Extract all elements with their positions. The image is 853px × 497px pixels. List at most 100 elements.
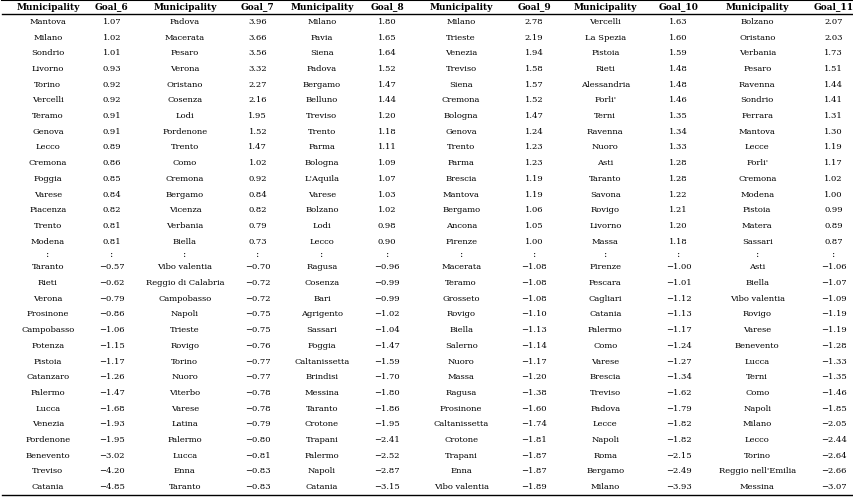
Text: 1.07: 1.07	[102, 18, 121, 26]
Text: Biella: Biella	[745, 279, 769, 287]
Text: −1.26: −1.26	[99, 373, 125, 381]
Text: 1.46: 1.46	[669, 96, 688, 104]
Text: −1.17: −1.17	[520, 357, 547, 366]
Text: L'Aquila: L'Aquila	[305, 175, 339, 183]
Text: Treviso: Treviso	[306, 112, 337, 120]
Text: 0.91: 0.91	[102, 128, 121, 136]
Text: Crotone: Crotone	[305, 420, 339, 428]
Text: Varese: Varese	[34, 190, 61, 198]
Text: Sassari: Sassari	[306, 326, 337, 334]
Text: Crotone: Crotone	[444, 436, 478, 444]
Text: Nuoro: Nuoro	[591, 144, 618, 152]
Text: Milano: Milano	[33, 34, 62, 42]
Text: Venezia: Venezia	[32, 420, 64, 428]
Text: −1.09: −1.09	[820, 295, 845, 303]
Text: Cosenza: Cosenza	[304, 279, 339, 287]
Text: −0.83: −0.83	[245, 468, 270, 476]
Text: 1.09: 1.09	[377, 159, 396, 167]
Text: Milano: Milano	[590, 483, 619, 491]
Text: −1.08: −1.08	[520, 263, 546, 271]
Text: 1.02: 1.02	[248, 159, 267, 167]
Text: Piacenza: Piacenza	[29, 206, 67, 214]
Text: 1.94: 1.94	[524, 49, 543, 57]
Text: Taranto: Taranto	[32, 263, 64, 271]
Text: Cagliari: Cagliari	[588, 295, 621, 303]
Text: −1.17: −1.17	[665, 326, 691, 334]
Text: Como: Como	[744, 389, 769, 397]
Text: Goal_10: Goal_10	[658, 2, 698, 11]
Text: 1.24: 1.24	[524, 128, 543, 136]
Text: −1.13: −1.13	[665, 311, 691, 319]
Text: −0.76: −0.76	[245, 342, 270, 350]
Text: Como: Como	[593, 342, 617, 350]
Text: −2.15: −2.15	[665, 452, 691, 460]
Text: 1.52: 1.52	[377, 65, 396, 73]
Text: −0.86: −0.86	[99, 311, 125, 319]
Text: 1.21: 1.21	[669, 206, 688, 214]
Text: 1.44: 1.44	[823, 81, 842, 88]
Text: 0.81: 0.81	[102, 238, 121, 246]
Text: Verona: Verona	[33, 295, 62, 303]
Text: Enna: Enna	[174, 468, 195, 476]
Text: −1.80: −1.80	[374, 389, 399, 397]
Text: 0.98: 0.98	[377, 222, 396, 230]
Text: Caltanissetta: Caltanissetta	[433, 420, 488, 428]
Text: 1.64: 1.64	[377, 49, 396, 57]
Text: Campobasso: Campobasso	[21, 326, 74, 334]
Text: Forli': Forli'	[746, 159, 768, 167]
Text: 0.90: 0.90	[378, 238, 396, 246]
Text: 1.20: 1.20	[669, 222, 687, 230]
Text: :: :	[459, 250, 462, 259]
Text: −1.01: −1.01	[665, 279, 691, 287]
Text: 1.48: 1.48	[669, 65, 688, 73]
Text: 2.78: 2.78	[525, 18, 543, 26]
Text: 1.35: 1.35	[669, 112, 688, 120]
Text: Lucca: Lucca	[35, 405, 61, 413]
Text: Mantova: Mantova	[738, 128, 775, 136]
Text: Brindisi: Brindisi	[305, 373, 338, 381]
Text: −1.87: −1.87	[520, 452, 547, 460]
Text: Treviso: Treviso	[589, 389, 620, 397]
Text: 1.44: 1.44	[377, 96, 396, 104]
Text: Trento: Trento	[307, 128, 336, 136]
Text: Massa: Massa	[591, 238, 618, 246]
Text: Trento: Trento	[446, 144, 475, 152]
Text: −1.86: −1.86	[374, 405, 399, 413]
Text: Modena: Modena	[31, 238, 65, 246]
Text: 1.95: 1.95	[248, 112, 267, 120]
Text: Roma: Roma	[593, 452, 617, 460]
Text: −1.27: −1.27	[665, 357, 691, 366]
Text: −1.93: −1.93	[99, 420, 125, 428]
Text: −1.12: −1.12	[665, 295, 691, 303]
Text: 1.11: 1.11	[377, 144, 396, 152]
Text: Treviso: Treviso	[32, 468, 63, 476]
Text: −2.05: −2.05	[820, 420, 845, 428]
Text: Goal_6: Goal_6	[95, 2, 129, 11]
Text: Taranto: Taranto	[168, 483, 201, 491]
Text: Palermo: Palermo	[305, 452, 339, 460]
Text: Trapani: Trapani	[305, 436, 338, 444]
Text: Municipality: Municipality	[725, 2, 788, 11]
Text: Oristano: Oristano	[166, 81, 203, 88]
Text: Nuoro: Nuoro	[447, 357, 474, 366]
Text: Ravenna: Ravenna	[586, 128, 623, 136]
Text: 2.03: 2.03	[823, 34, 842, 42]
Text: Pavia: Pavia	[310, 34, 333, 42]
Text: −1.74: −1.74	[520, 420, 547, 428]
Text: 1.07: 1.07	[377, 175, 396, 183]
Text: Milano: Milano	[307, 18, 336, 26]
Text: −3.15: −3.15	[374, 483, 399, 491]
Text: −1.60: −1.60	[521, 405, 546, 413]
Text: −1.47: −1.47	[374, 342, 400, 350]
Text: Pistoia: Pistoia	[33, 357, 62, 366]
Text: Municipality: Municipality	[153, 2, 217, 11]
Text: Foggia: Foggia	[33, 175, 62, 183]
Text: −0.72: −0.72	[245, 279, 270, 287]
Text: 1.63: 1.63	[669, 18, 688, 26]
Text: 3.96: 3.96	[248, 18, 267, 26]
Text: Varese: Varese	[742, 326, 770, 334]
Text: 1.22: 1.22	[669, 190, 687, 198]
Text: 1.47: 1.47	[248, 144, 267, 152]
Text: −1.24: −1.24	[665, 342, 691, 350]
Text: 0.84: 0.84	[102, 190, 121, 198]
